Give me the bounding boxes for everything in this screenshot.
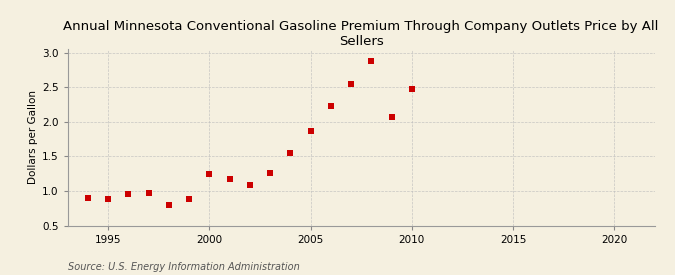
Point — [305, 129, 316, 133]
Point — [285, 151, 296, 155]
Point — [325, 104, 336, 108]
Point — [224, 177, 235, 182]
Point — [82, 196, 93, 200]
Point — [406, 87, 417, 91]
Title: Annual Minnesota Conventional Gasoline Premium Through Company Outlets Price by : Annual Minnesota Conventional Gasoline P… — [63, 20, 659, 48]
Y-axis label: Dollars per Gallon: Dollars per Gallon — [28, 90, 38, 185]
Point — [123, 192, 134, 196]
Point — [163, 203, 174, 207]
Point — [346, 82, 356, 86]
Point — [366, 59, 377, 64]
Point — [184, 196, 194, 201]
Text: Source: U.S. Energy Information Administration: Source: U.S. Energy Information Administ… — [68, 262, 299, 272]
Point — [204, 172, 215, 176]
Point — [143, 191, 154, 195]
Point — [244, 183, 255, 187]
Point — [386, 115, 397, 119]
Point — [265, 171, 275, 175]
Point — [103, 196, 113, 201]
